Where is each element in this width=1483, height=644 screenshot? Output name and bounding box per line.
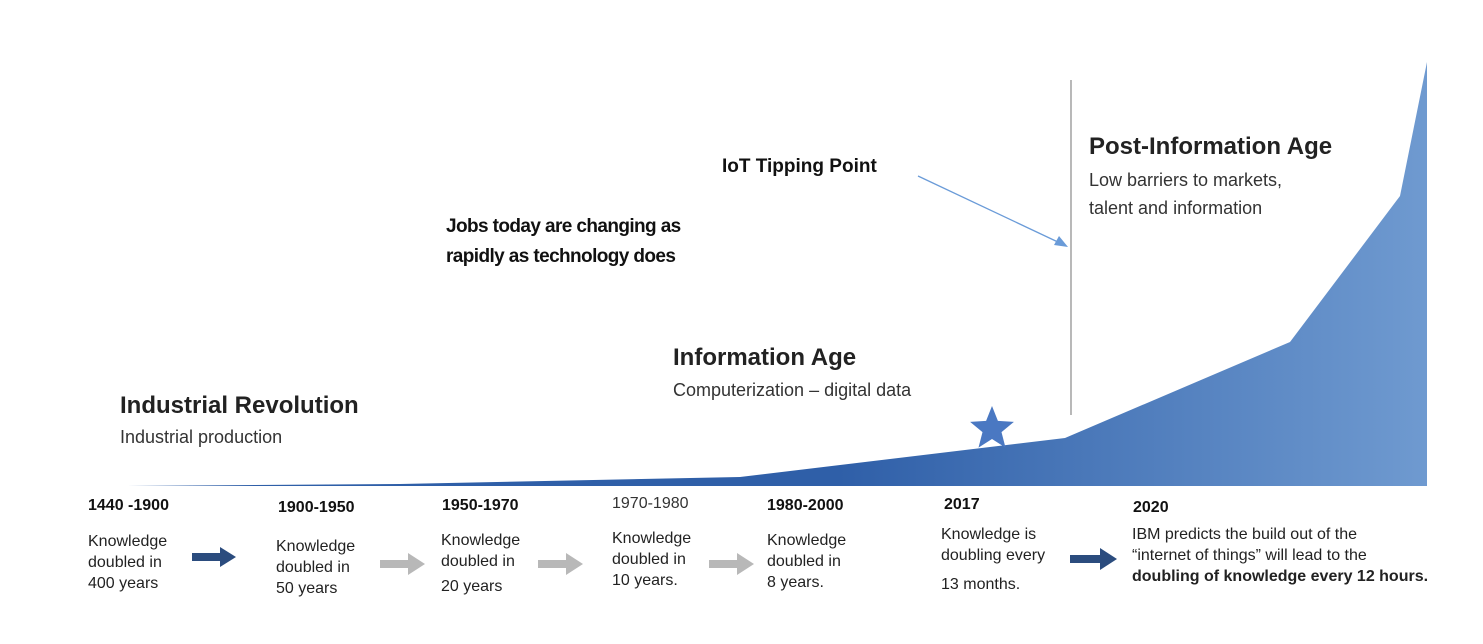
star-icon — [970, 406, 1014, 448]
timeline-description-2-line3: 50 years — [276, 579, 338, 597]
information-age-title: Information Age — [673, 344, 857, 371]
timeline-description-2-line2: doubled in — [276, 558, 350, 576]
timeline-description-5-line3: 8 years. — [767, 573, 824, 591]
timeline-description-1-line2: doubled in — [88, 553, 162, 571]
timeline-period-3: 1950-1970 — [442, 497, 519, 514]
jobs-callout-line1: Jobs today are changing as — [446, 216, 681, 237]
arrow-right-icon — [380, 553, 425, 575]
timeline-description-3-line1: Knowledge — [441, 532, 521, 549]
step-arrow-2 — [380, 553, 425, 575]
timeline-period-7: 2020 — [1133, 499, 1169, 516]
timeline-description-6-line3: 13 months. — [941, 575, 1021, 593]
timeline-description-3: Knowledge doubled in 20 years — [441, 531, 520, 597]
timeline-description-5-line2: doubled in — [767, 552, 841, 570]
timeline-description-6-line1: Knowledge is — [941, 526, 1037, 543]
iot-pointer-arrow — [917, 175, 1061, 244]
timeline-description-5-line1: Knowledge — [767, 532, 847, 549]
industrial-revolution-subtitle: Industrial production — [120, 427, 283, 447]
jobs-callout-line2: rapidly as technology does — [446, 246, 676, 267]
timeline-description-7: IBM predicts the build out of the “inter… — [1132, 525, 1428, 587]
timeline-description-7-line2: “internet of things” will lead to the — [1132, 546, 1367, 564]
timeline-description-4-line3: 10 years. — [612, 571, 678, 589]
timeline-description-4-line2: doubled in — [612, 550, 686, 568]
step-arrow-4 — [709, 553, 754, 575]
timeline-period-5: 1980-2000 — [767, 497, 844, 514]
iot-tipping-point-label: IoT Tipping Point — [722, 156, 877, 177]
timeline-period-6: 2017 — [944, 496, 980, 513]
post-information-age-subtitle-line1: Low barriers to markets, — [1089, 170, 1283, 190]
timeline-description-4: Knowledge doubled in 10 years. — [612, 529, 691, 591]
arrow-right-icon — [1070, 548, 1117, 570]
post-information-age-title: Post-Information Age — [1089, 133, 1333, 160]
step-arrow-5 — [1070, 548, 1117, 570]
timeline-description-3-line3: 20 years — [441, 577, 503, 595]
timeline-description-1-line1: Knowledge — [88, 533, 168, 550]
knowledge-growth-area — [120, 62, 1427, 486]
timeline-description-5: Knowledge doubled in 8 years. — [767, 531, 846, 593]
arrow-right-icon — [538, 553, 583, 575]
timeline-description-6: Knowledge is doubling every 13 months. — [941, 525, 1045, 595]
industrial-revolution-title: Industrial Revolution — [120, 392, 359, 419]
arrow-right-icon — [709, 553, 754, 575]
step-arrow-1 — [192, 547, 236, 567]
timeline-description-2: Knowledge doubled in 50 years — [276, 537, 355, 599]
information-age-subtitle: Computerization – digital data — [673, 380, 912, 400]
post-information-age-subtitle-line2: talent and information — [1089, 198, 1263, 218]
timeline-description-7-line1: IBM predicts the build out of the — [1132, 526, 1358, 543]
timeline-description-2-line1: Knowledge — [276, 538, 356, 555]
timeline-description-4-line1: Knowledge — [612, 530, 692, 547]
timeline-description-6-line2: doubling every — [941, 546, 1046, 564]
timeline-period-4: 1970-1980 — [612, 495, 689, 512]
timeline-description-7-line3: doubling of knowledge every 12 hours. — [1132, 567, 1429, 585]
timeline-description-1: Knowledge doubled in 400 years — [88, 532, 167, 594]
timeline-period-2: 1900-1950 — [278, 499, 355, 516]
timeline-description-1-line3: 400 years — [88, 574, 159, 592]
arrow-right-icon — [192, 547, 236, 567]
timeline-description-3-line2: doubled in — [441, 552, 515, 570]
step-arrow-3 — [538, 553, 583, 575]
timeline-period-1: 1440 -1900 — [88, 497, 169, 514]
iot-pointer-arrowhead — [1054, 236, 1068, 247]
